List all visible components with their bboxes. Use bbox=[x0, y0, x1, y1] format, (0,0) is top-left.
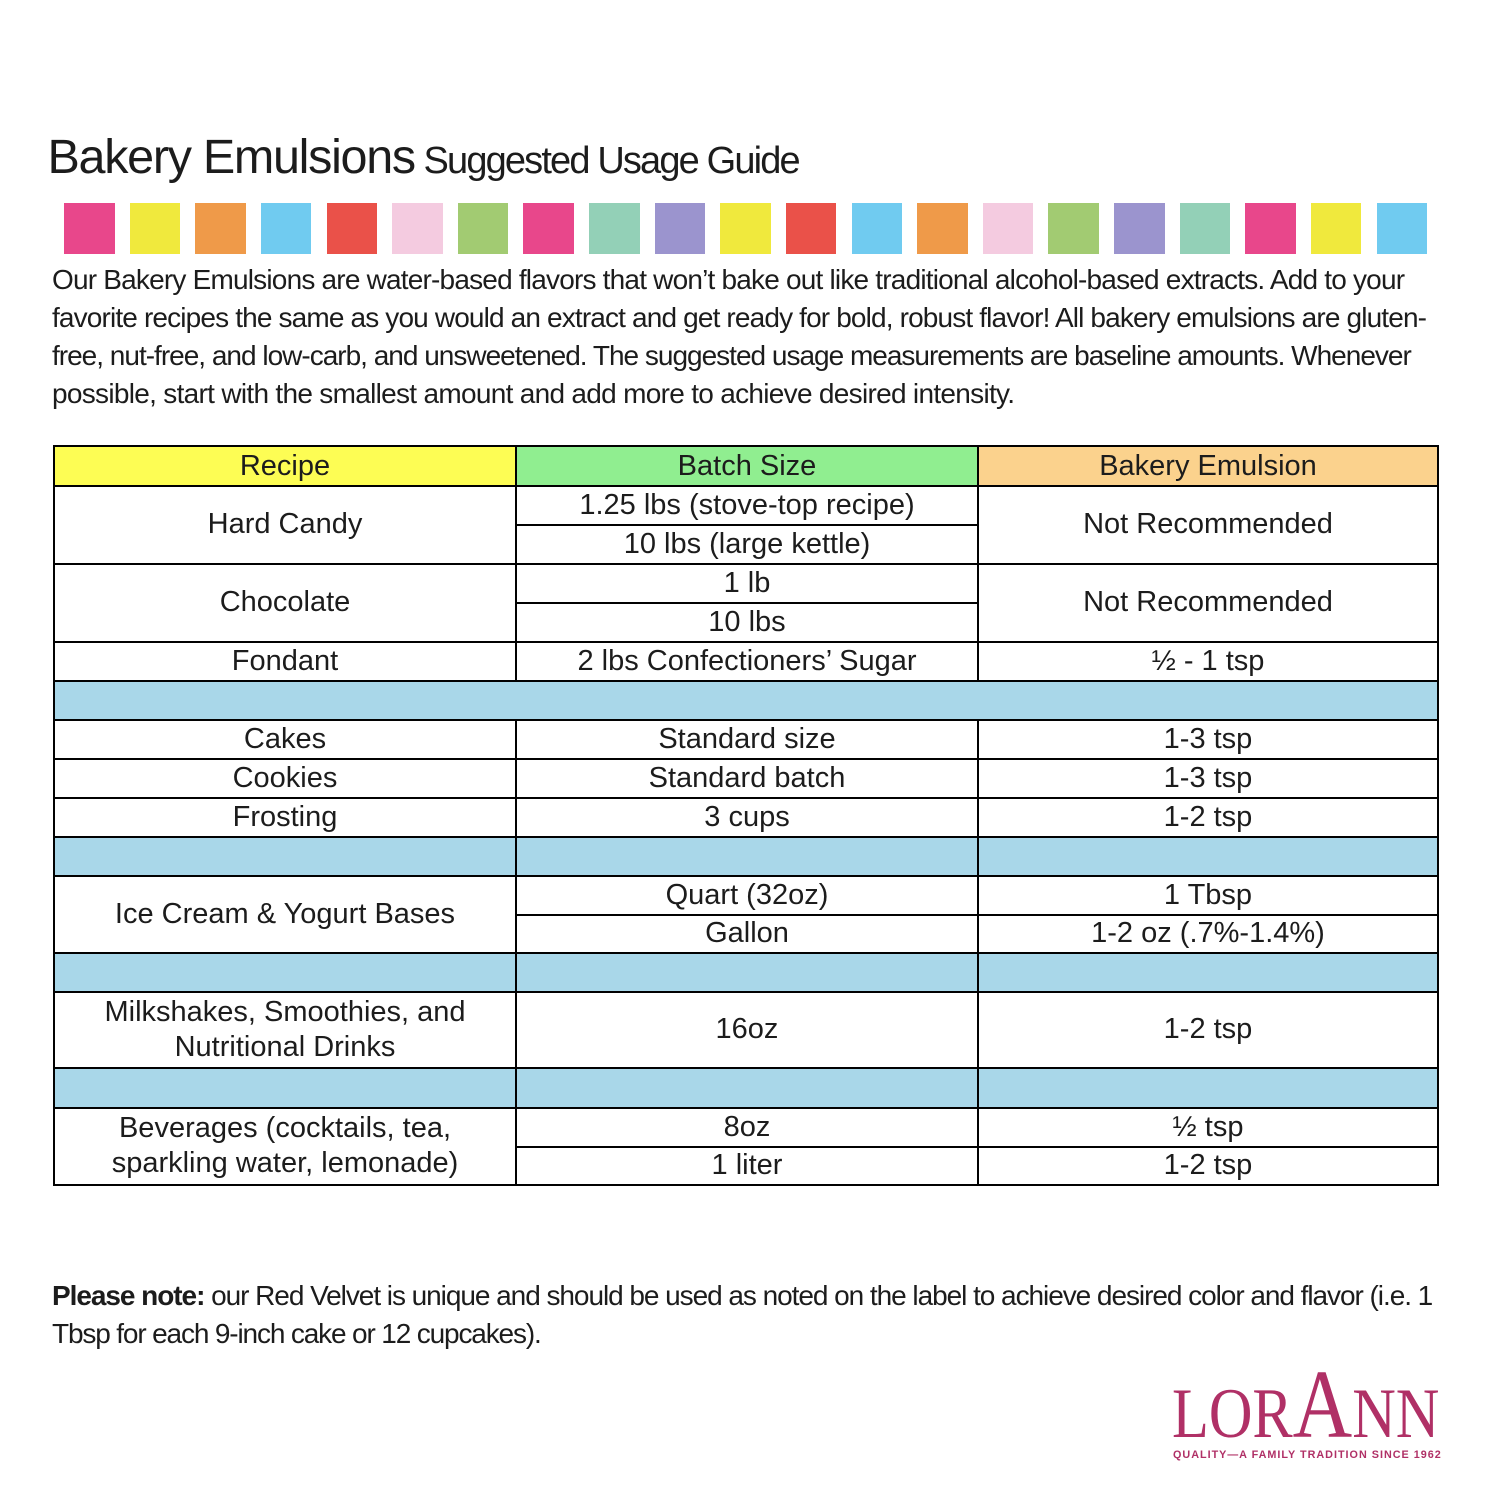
svg-text:NN: NN bbox=[1352, 1375, 1439, 1454]
svg-text:LOR: LOR bbox=[1172, 1375, 1293, 1454]
svg-text:QUALITY—A FAMILY TRADITION SIN: QUALITY—A FAMILY TRADITION SINCE 1962 bbox=[1173, 1449, 1442, 1461]
svg-text:A: A bbox=[1293, 1360, 1353, 1459]
